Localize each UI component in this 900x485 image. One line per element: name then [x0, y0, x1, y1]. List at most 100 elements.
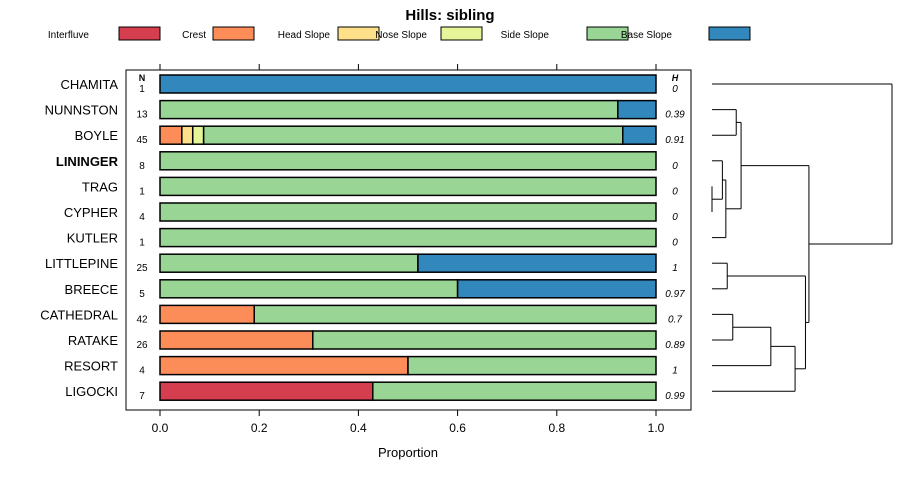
bar-segment	[159, 304, 255, 325]
n-header: N	[139, 73, 146, 83]
bar-segment	[159, 227, 657, 248]
bar-segment	[159, 202, 657, 222]
bar-row: RATAKE 26 0.89	[68, 330, 685, 351]
bar-segment	[159, 355, 409, 376]
category-label: RESORT	[64, 359, 118, 374]
bar-row: RESORT 4 1	[64, 355, 678, 377]
n-value: 26	[136, 340, 148, 351]
x-tick-label: 0.8	[548, 421, 565, 435]
bar-row: TRAG 1 0	[82, 176, 678, 197]
bar-segment	[181, 125, 194, 145]
h-value: 0	[672, 161, 678, 172]
category-label: BOYLE	[75, 128, 119, 143]
bar-row: CATHEDRAL 42 0.7	[40, 304, 682, 325]
h-value: 0	[672, 212, 678, 223]
n-value: 8	[139, 161, 145, 172]
legend-label: Interfluve	[48, 30, 90, 41]
bar-row: NUNNSTON 13 0.39	[45, 99, 685, 121]
h-value: 0.89	[665, 340, 685, 351]
bar-row: BREECE 5 0.97	[65, 279, 685, 300]
h-value: 0.39	[665, 110, 685, 121]
legend-swatch	[440, 26, 483, 41]
chart-title: Hills: sibling	[405, 7, 494, 24]
category-label: LININGER	[56, 154, 119, 169]
x-tick-label: 1.0	[648, 421, 665, 435]
n-value: 4	[139, 366, 145, 377]
n-value: 4	[139, 212, 145, 223]
n-value: 13	[136, 110, 148, 121]
bar-segment	[159, 330, 314, 350]
bar-segment	[253, 304, 657, 325]
x-tick-label: 0.0	[152, 421, 169, 435]
n-value: 45	[136, 135, 148, 146]
h-header: H	[672, 73, 679, 83]
bar-segment	[617, 99, 657, 120]
category-label: CHAMITA	[60, 77, 118, 92]
h-value: 0.91	[665, 135, 684, 146]
n-value: 42	[136, 314, 148, 325]
bar-segment	[159, 99, 619, 120]
h-value: 0.97	[665, 289, 685, 300]
legend-label: Crest	[182, 30, 206, 41]
x-tick-label: 0.2	[251, 421, 268, 435]
bar-segment	[372, 381, 657, 401]
bar-segment	[159, 74, 657, 94]
n-value: 25	[136, 263, 148, 274]
n-value: 1	[139, 84, 145, 95]
n-value: 1	[139, 238, 145, 249]
legend-swatch	[586, 26, 629, 41]
category-label: LITTLEPINE	[45, 256, 118, 271]
x-tick-label: 0.6	[449, 421, 466, 435]
category-label: CYPHER	[64, 205, 118, 220]
legend-label: Side Slope	[501, 30, 550, 41]
x-axis: 0.0 0.2 0.4 0.6 0.8 1.0	[152, 64, 665, 435]
legend-label: Head Slope	[278, 30, 331, 41]
bar-segment	[417, 253, 657, 273]
bar-segment	[202, 125, 624, 145]
legend: Interfluve Crest Head Slope Nose Slope Side …	[48, 26, 751, 41]
bar-row: CHAMITA 1 0	[60, 74, 678, 95]
bar-segment	[622, 125, 657, 145]
bar-segment	[159, 279, 459, 299]
bar-row: KUTLER 1 0	[67, 227, 678, 249]
category-label: TRAG	[82, 179, 118, 194]
bar-row: LININGER 8 0	[56, 151, 678, 172]
n-value: 5	[139, 289, 145, 300]
category-label: CATHEDRAL	[40, 307, 118, 322]
bar-segment	[456, 279, 657, 299]
legend-label: Base Slope	[621, 30, 673, 41]
bar-row: LITTLEPINE 25 1	[45, 253, 678, 274]
h-value: 1	[672, 263, 678, 274]
category-label: NUNNSTON	[45, 103, 118, 118]
category-label: KUTLER	[67, 231, 118, 246]
n-value: 1	[139, 186, 145, 197]
bar-segment	[191, 125, 205, 145]
bar-row: LIGOCKI 7 0.99	[65, 381, 685, 402]
bar-row: BOYLE 45 0.91	[75, 125, 685, 146]
bar-segment	[159, 253, 419, 273]
h-value: 0.7	[668, 314, 682, 325]
legend-label: Nose Slope	[375, 30, 427, 41]
bar-segment	[159, 381, 374, 401]
legend-swatch	[212, 26, 255, 41]
legend-swatch	[708, 26, 751, 41]
bar-segment	[159, 151, 657, 171]
bar-row: CYPHER 4 0	[64, 202, 678, 223]
legend-swatch	[337, 26, 380, 41]
category-label: LIGOCKI	[65, 384, 118, 399]
h-value: 1	[672, 366, 678, 377]
x-tick-label: 0.4	[350, 421, 367, 435]
legend-swatch	[118, 26, 161, 41]
h-value: 0.99	[665, 391, 685, 402]
n-value: 7	[139, 391, 145, 402]
category-label: RATAKE	[68, 333, 118, 348]
category-label: BREECE	[65, 282, 119, 297]
dendrogram	[711, 83, 893, 392]
bar-segment	[159, 176, 657, 197]
h-value: 0	[672, 84, 678, 95]
bar-segment	[312, 330, 657, 350]
h-value: 0	[672, 186, 678, 197]
plot-frame	[125, 69, 692, 411]
